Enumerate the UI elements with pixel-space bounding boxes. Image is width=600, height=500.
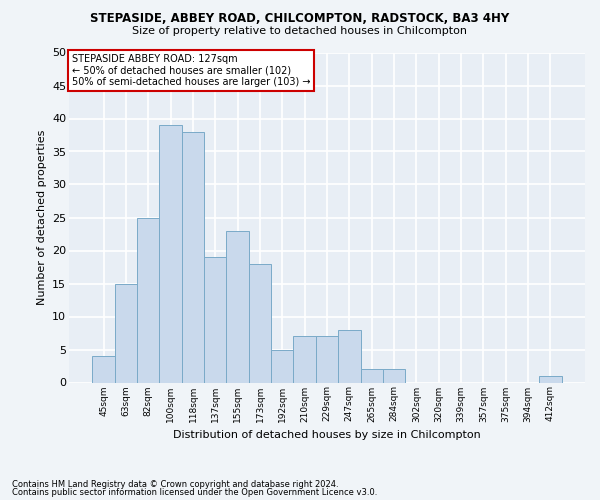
Text: STEPASIDE, ABBEY ROAD, CHILCOMPTON, RADSTOCK, BA3 4HY: STEPASIDE, ABBEY ROAD, CHILCOMPTON, RADS… — [91, 12, 509, 26]
Bar — [137, 218, 160, 382]
Text: Contains HM Land Registry data © Crown copyright and database right 2024.: Contains HM Land Registry data © Crown c… — [12, 480, 338, 489]
Bar — [160, 125, 182, 382]
Bar — [316, 336, 338, 382]
X-axis label: Distribution of detached houses by size in Chilcompton: Distribution of detached houses by size … — [173, 430, 481, 440]
Bar — [226, 230, 249, 382]
Text: Size of property relative to detached houses in Chilcompton: Size of property relative to detached ho… — [133, 26, 467, 36]
Bar — [115, 284, 137, 382]
Bar — [271, 350, 293, 382]
Bar — [204, 257, 226, 382]
Bar — [249, 264, 271, 382]
Text: STEPASIDE ABBEY ROAD: 127sqm
← 50% of detached houses are smaller (102)
50% of s: STEPASIDE ABBEY ROAD: 127sqm ← 50% of de… — [71, 54, 310, 88]
Y-axis label: Number of detached properties: Number of detached properties — [37, 130, 47, 305]
Bar — [92, 356, 115, 382]
Bar — [338, 330, 361, 382]
Bar — [361, 370, 383, 382]
Bar — [539, 376, 562, 382]
Bar — [293, 336, 316, 382]
Bar — [182, 132, 204, 382]
Bar — [383, 370, 405, 382]
Text: Contains public sector information licensed under the Open Government Licence v3: Contains public sector information licen… — [12, 488, 377, 497]
